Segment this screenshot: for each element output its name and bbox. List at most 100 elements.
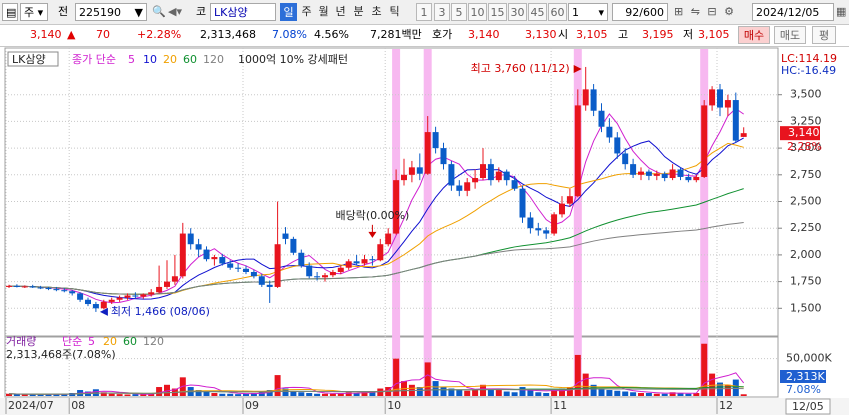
volume-bar: [361, 391, 368, 396]
interval-button[interactable]: 5: [451, 3, 467, 21]
volume-bar: [156, 387, 163, 396]
volume-bar: [337, 393, 344, 396]
code-input[interactable]: 225190 ▼: [75, 3, 147, 21]
annotation-arrow: [368, 231, 377, 238]
volume-bar: [480, 384, 486, 396]
x-tick-label: 10: [387, 399, 401, 412]
x-axis-bar: [0, 398, 849, 415]
market: 주: [24, 6, 35, 19]
interval-button[interactable]: 1: [416, 3, 432, 21]
volume-bar: [527, 390, 534, 396]
period-button[interactable]: 년: [335, 5, 346, 18]
period-button[interactable]: 주: [301, 5, 312, 18]
period-button[interactable]: 틱: [389, 5, 400, 18]
x-tick-label: 09: [245, 399, 259, 412]
y-tick-label: 50,000K: [786, 352, 832, 365]
candle-body: [337, 267, 344, 272]
interval-button[interactable]: 15: [488, 3, 507, 21]
candle-body: [693, 176, 700, 181]
candle-body: [116, 297, 123, 300]
sell-button[interactable]: 매도: [774, 26, 806, 44]
candle-body: [21, 286, 28, 288]
candle-body: [701, 105, 708, 177]
annotation-arrow: [99, 307, 108, 316]
y-tick-label: 1,750: [790, 275, 822, 288]
menu-icon[interactable]: ▤: [2, 3, 18, 21]
volume-bar: [108, 393, 115, 396]
volume-bar: [369, 392, 376, 396]
volume-bar: [717, 382, 723, 396]
interval-button[interactable]: 10: [468, 3, 487, 21]
period-button[interactable]: 초: [371, 5, 382, 18]
volume-bar: [590, 384, 597, 396]
mode[interactable]: 전: [58, 5, 69, 18]
volume-bar: [472, 390, 479, 396]
amount: 7,281백만: [370, 28, 422, 41]
interval-button[interactable]: 3: [434, 3, 450, 21]
volume-bar: [37, 394, 44, 396]
candle-body: [456, 185, 463, 191]
volume-bar: [266, 390, 273, 396]
candle-body: [440, 148, 447, 165]
candle-body: [622, 153, 629, 165]
buy-button[interactable]: 매수: [738, 26, 770, 44]
volume-bar: [258, 391, 265, 396]
candle-body: [164, 281, 170, 287]
sound-icon[interactable]: ◀▾: [168, 5, 182, 18]
volume-bar: [543, 393, 550, 396]
tool-icons[interactable]: ⊞ ⇋ ⊟ ⚙: [674, 5, 737, 18]
candle-body: [653, 173, 660, 176]
period-button[interactable]: 월: [318, 5, 329, 18]
date-field[interactable]: 2024/12/05: [752, 3, 834, 21]
volume: 2,313,468: [200, 28, 256, 41]
volume-bar: [574, 354, 581, 396]
bid-label: 호가: [432, 28, 453, 41]
candle-body: [740, 133, 747, 137]
candle-body: [179, 233, 186, 277]
candle-body: [464, 182, 471, 191]
volume-rate: 7.08%: [786, 383, 821, 396]
candle-body: [472, 178, 479, 183]
calendar-icon[interactable]: ▦: [836, 5, 847, 18]
low-label: 저: [683, 28, 694, 41]
volume-tag-label: 2,313K: [786, 370, 825, 383]
candle-body: [606, 126, 613, 138]
candle-body: [709, 89, 716, 106]
interval-select[interactable]: 1 ▾: [568, 3, 608, 21]
period-button[interactable]: 일: [280, 3, 297, 21]
candle-body: [385, 233, 392, 245]
candle-body: [219, 257, 226, 264]
candle-body: [187, 233, 194, 245]
candle-body: [590, 89, 597, 111]
search-icon[interactable]: 🔍: [152, 5, 166, 18]
avg-button[interactable]: 평: [812, 26, 836, 44]
hc-label: HC:-16.49: [781, 64, 836, 77]
volume-bar: [322, 393, 328, 396]
interval-button[interactable]: 60: [548, 3, 567, 21]
annotation: 최저 1,466 (08/06): [111, 305, 210, 318]
volume-bar: [448, 388, 455, 396]
volume-bar: [21, 394, 28, 396]
interval-button[interactable]: 45: [528, 3, 547, 21]
candle-body: [195, 244, 202, 250]
period-button[interactable]: 분: [353, 5, 364, 18]
candle-body: [393, 180, 400, 234]
y-tick-label: 2,000: [790, 248, 822, 261]
volume-bar: [45, 393, 52, 396]
volume-bar: [614, 390, 621, 396]
candle-body: [100, 301, 107, 309]
candle-body: [535, 228, 542, 231]
interval-button[interactable]: 30: [508, 3, 527, 21]
price-panel: [4, 47, 779, 337]
candle-body: [630, 164, 637, 175]
volume-bar: [6, 393, 12, 396]
name-field[interactable]: LK삼양: [210, 3, 276, 21]
low: 3,105: [698, 28, 730, 41]
volume-bar: [432, 381, 439, 396]
market-select[interactable]: 주 ▾: [20, 3, 48, 21]
legend-period: 5: [88, 335, 95, 348]
volume-bar: [345, 392, 352, 396]
open: 3,105: [576, 28, 608, 41]
volume-bar: [282, 388, 289, 396]
volume-bar: [495, 390, 502, 396]
